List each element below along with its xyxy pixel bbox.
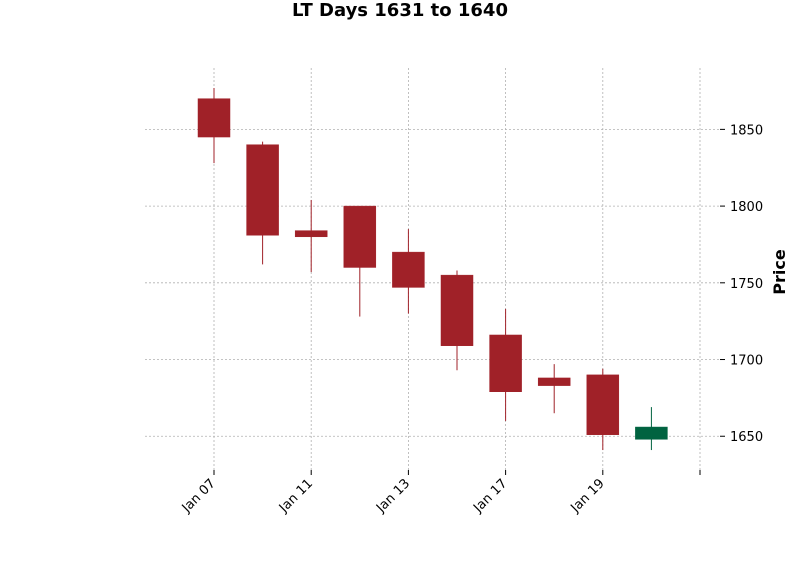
x-tick-label: Jan 13 — [373, 476, 413, 516]
candles — [197, 87, 668, 451]
candle-body — [586, 374, 620, 435]
y-tick-label: 1800 — [730, 200, 763, 215]
y-tick-label: 1750 — [730, 277, 763, 292]
y-tick-label: 1700 — [730, 354, 763, 369]
grid-lines — [145, 68, 720, 470]
candle — [489, 308, 522, 421]
x-tick-label: Jan 19 — [568, 476, 608, 516]
candle-body — [197, 98, 231, 138]
candle-body — [246, 144, 279, 236]
candle-body — [392, 251, 425, 288]
candle-body — [635, 426, 668, 440]
x-tick-label: Jan 07 — [179, 476, 219, 516]
x-tick-label: Jan 11 — [276, 476, 316, 516]
candle-body — [294, 230, 328, 238]
candle-body — [537, 377, 571, 386]
candle — [294, 199, 328, 273]
candle-body — [440, 274, 474, 346]
candle-body — [489, 334, 522, 392]
candle — [440, 270, 474, 371]
x-axis: Jan 07 Jan 11 Jan 13 Jan 17 Jan 19 — [179, 470, 701, 516]
candle — [197, 87, 231, 164]
candle — [635, 407, 668, 451]
y-axis-label: Price — [770, 249, 789, 295]
candle — [392, 229, 425, 314]
y-tick-label: 1850 — [730, 123, 763, 138]
candle — [537, 364, 571, 414]
candle — [343, 205, 377, 317]
candle — [586, 368, 620, 451]
candle-body — [343, 205, 377, 268]
x-tick-label: Jan 17 — [470, 476, 510, 516]
y-tick-label: 1650 — [730, 430, 763, 445]
chart-title: LT Days 1631 to 1640 — [292, 0, 508, 21]
candle — [246, 141, 279, 265]
y-axis: 1650 1700 1750 1800 1850 — [720, 123, 763, 445]
